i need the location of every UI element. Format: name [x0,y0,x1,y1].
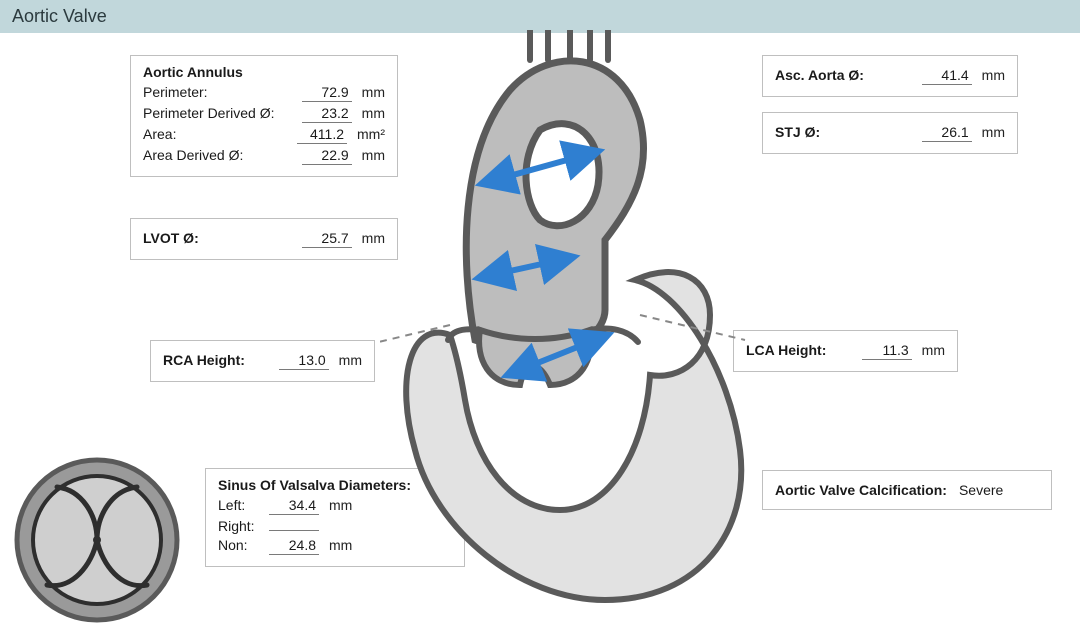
sinus-right-label: Right: [218,518,263,534]
annulus-title: Aortic Annulus [143,64,385,80]
lvot-value: 25.7 [302,230,352,248]
annulus-area-derived-row: Area Derived Ø: 22.9 mm [143,147,385,165]
rca-value: 13.0 [279,352,329,370]
annulus-area-derived-value: 22.9 [302,147,352,165]
sinus-left-unit: mm [329,497,352,513]
sinus-non-value: 24.8 [269,537,319,555]
calcification-card: Aortic Valve Calcification: Severe [762,470,1052,510]
section-title-bar: Aortic Valve [0,0,1080,33]
aortic-arch-inner [526,124,599,226]
calcification-value: Severe [959,482,1003,498]
sinus-non-label: Non: [218,537,263,553]
lvot-card: LVOT Ø: 25.7 mm [130,218,398,260]
asc-aorta-value: 41.4 [922,67,972,85]
lvot-label: LVOT Ø: [143,230,199,246]
section-title: Aortic Valve [12,6,107,26]
annulus-area-row: Area: 411.2 mm² [143,126,385,144]
sinus-non-unit: mm [329,537,352,553]
calcification-label: Aortic Valve Calcification: [775,482,947,498]
heart-diagram [380,30,800,610]
aortic-root [479,330,591,385]
lca-value: 11.3 [862,342,912,360]
annulus-area-value: 411.2 [297,126,347,144]
asc-aorta-unit: mm [982,67,1005,83]
asc-aorta-card: Asc. Aorta Ø: 41.4 mm [762,55,1018,97]
annulus-perimeter-derived-row: Perimeter Derived Ø: 23.2 mm [143,105,385,123]
lca-unit: mm [922,342,945,358]
stj-card: STJ Ø: 26.1 mm [762,112,1018,154]
lca-ostium [590,329,638,343]
stj-value: 26.1 [922,124,972,142]
annulus-perim-derived-value: 23.2 [302,105,352,123]
annulus-area-derived-label: Area Derived Ø: [143,147,243,163]
annulus-perimeter-row: Perimeter: 72.9 mm [143,84,385,102]
annulus-perim-derived-label: Perimeter Derived Ø: [143,105,274,121]
annulus-perimeter-value: 72.9 [302,84,352,102]
sinus-left-value: 34.4 [269,497,319,515]
rca-card: RCA Height: 13.0 mm [150,340,375,382]
aortic-annulus-card: Aortic Annulus Perimeter: 72.9 mm Perime… [130,55,398,177]
stj-unit: mm [982,124,1005,140]
aortic-valve-crosssection [12,455,182,625]
sinus-right-value [269,529,319,531]
rca-unit: mm [339,352,362,368]
annulus-perimeter-label: Perimeter: [143,84,208,100]
annulus-area-label: Area: [143,126,176,142]
sinus-left-label: Left: [218,497,263,513]
rca-label: RCA Height: [163,352,245,368]
